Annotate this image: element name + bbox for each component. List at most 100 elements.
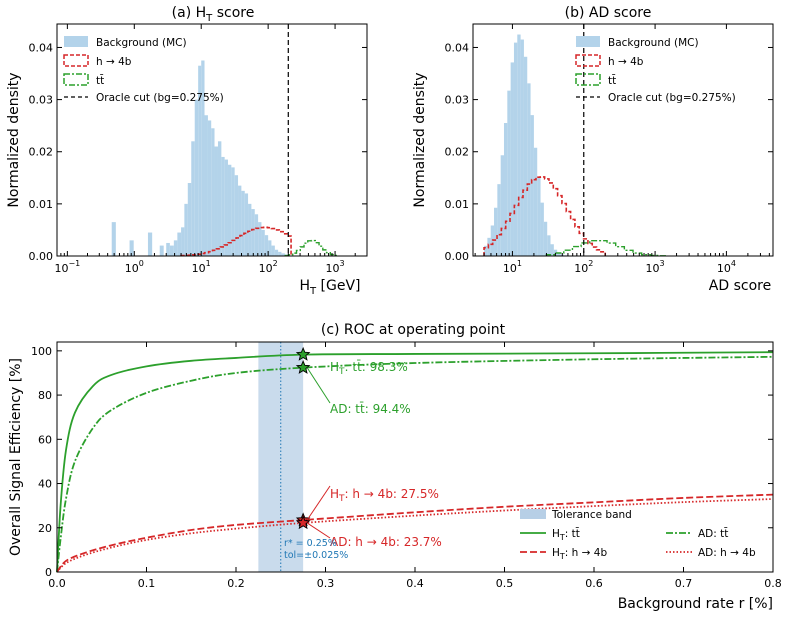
background-bar [511,62,514,256]
annotation-arrow [307,523,330,538]
background-bar [248,204,251,256]
legend-label-cut: Oracle cut (bg=0.275%) [96,92,224,104]
background-bar [231,167,234,256]
annotation-r-star: r* = 0.25% [284,538,337,549]
legend-label-cut: Oracle cut (bg=0.275%) [608,92,736,104]
background-bar [160,246,164,256]
legend-label-ht-tt: HT: tt̄ [552,527,580,542]
legend-label-h4b: h → 4b [96,56,132,68]
background-bar [221,157,224,256]
x-tick-label: 102 [259,259,278,275]
y-tick-label: 40 [38,478,52,491]
x-tick-label: 103 [326,259,345,275]
x-tick-label: 0.2 [227,577,245,590]
background-bar [112,222,116,256]
panel-c-x-label: Background rate r [%] [618,596,773,612]
panel-c-y-label: Overall Signal Efficiency [%] [8,358,24,556]
x-tick-label: 0.4 [406,577,424,590]
panel-a-y-label: Normalized density [6,72,22,207]
background-bar [166,243,170,256]
annotation-ht-tt: HT: tt̄: 98.3% [330,360,408,377]
legend-label-ad-tt: AD: tt̄ [698,527,728,540]
legend-label-background: Background (MC) [96,37,187,49]
background-bar [541,203,544,256]
background-bar [504,123,507,256]
background-bar [494,208,497,256]
y-tick-label: 0.04 [445,41,470,54]
background-bar [265,235,268,256]
y-tick-label: 0.01 [29,198,54,211]
panel-b-title: (b) AD score [565,5,652,21]
y-tick-label: 0.02 [29,146,54,159]
y-tick-label: 0.03 [29,94,54,107]
panel-b-tt-histogram [546,241,667,256]
legend-swatch-background [576,36,600,47]
legend-label-background: Background (MC) [608,37,699,49]
y-tick-label: 0.00 [29,250,54,263]
background-bar [527,83,530,256]
annotation-ad-h4b: AD: h → 4b: 23.7% [330,535,442,549]
background-bar [251,209,254,256]
background-bar [255,214,258,256]
y-tick-label: 0.03 [445,94,470,107]
tt-step-line [546,241,667,256]
background-bar [521,40,524,256]
background-bar [245,193,248,256]
annotation-arrow [307,486,330,520]
legend-label-tolerance-band: Tolerance band [551,509,632,521]
background-bar [514,43,517,256]
legend-swatch-h4b [64,55,88,66]
annotation-ad-tt: AD: tt̄: 94.4% [330,402,411,416]
panel-b-x-label: AD score [709,278,771,294]
legend-label-ht-h4b: HT: h → 4b [552,547,607,561]
legend-label-tt: tt̄ [96,74,104,87]
x-tick-label: 103 [646,259,665,275]
background-bar [218,141,221,256]
background-bar [531,115,534,256]
background-bar [275,250,278,256]
legend-label-ad-h4b: AD: h → 4b [698,547,756,559]
background-bar [201,60,204,256]
y-tick-label: 20 [38,522,52,535]
background-bar [235,175,238,256]
x-tick-label: 0.8 [764,577,782,590]
background-bar [181,227,184,256]
panel-b-background-histogram [484,35,584,256]
background-bar [205,115,208,256]
background-bar [524,57,527,256]
panel-a-tt-histogram [285,241,338,256]
background-bar [225,160,228,256]
background-bar [195,100,198,256]
background-bar [177,233,181,256]
background-bar [215,147,218,256]
legend-swatch-tt [576,74,600,85]
annotation-tolerance: tol=±0.025% [284,550,348,561]
x-tick-label: 101 [503,259,522,275]
x-tick-label: 0.7 [675,577,693,590]
panel-a-background-histogram [112,60,289,256]
y-tick-label: 100 [31,345,52,358]
x-tick-label: 10−1 [54,259,80,275]
x-tick-label: 100 [125,259,144,275]
legend-swatch-background [64,36,88,47]
background-bar [517,35,520,256]
background-bar [547,235,550,256]
x-tick-label: 0.3 [317,577,335,590]
background-bar [534,148,537,256]
background-bar [261,230,264,256]
background-bar [208,120,211,256]
y-tick-label: 0.04 [29,41,54,54]
background-bar [544,222,547,256]
y-tick-label: 0.02 [445,146,470,159]
y-tick-label: 0.00 [445,250,470,263]
background-bar [271,246,274,256]
legend-swatch-h4b [576,55,600,66]
background-bar [211,128,214,256]
background-bar [537,178,540,256]
legend-swatch-tolerance-band [520,509,546,519]
